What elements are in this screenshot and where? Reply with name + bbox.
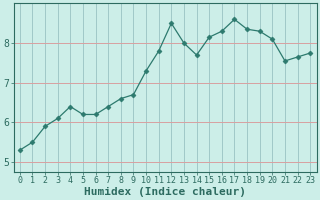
X-axis label: Humidex (Indice chaleur): Humidex (Indice chaleur): [84, 186, 246, 197]
